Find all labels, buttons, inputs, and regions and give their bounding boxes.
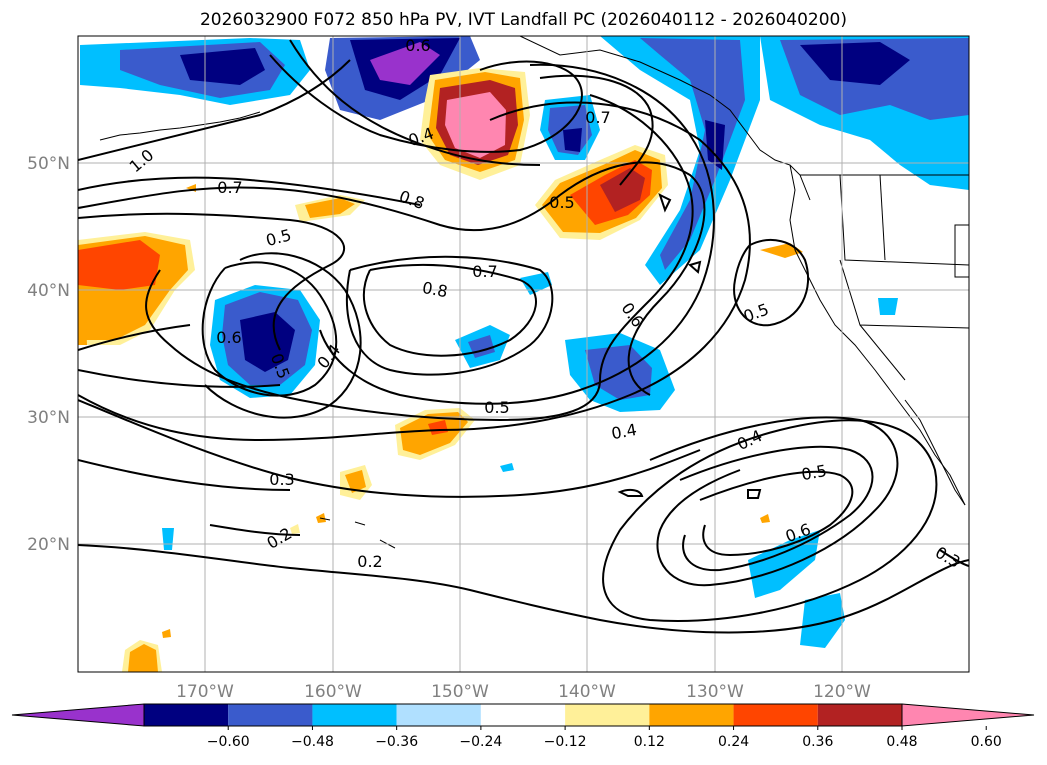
pos-anomaly-small-d-2 <box>128 644 158 672</box>
neg-anomaly-small-8 <box>500 463 514 472</box>
contour-label: 0.6 <box>216 328 241 347</box>
colorbar-segment <box>312 704 397 726</box>
lon-label: 140°W <box>558 682 616 702</box>
lon-label: 130°W <box>686 682 744 702</box>
colorbar-tick-label: 0.36 <box>802 734 833 750</box>
contour-label: 0.7 <box>472 262 497 281</box>
colorbar-tick-label: −0.36 <box>375 734 418 750</box>
aleutian-islands <box>99 111 261 141</box>
neg-anomaly-ne-deep <box>800 42 910 85</box>
contour-label: 0.8 <box>421 278 449 301</box>
neg-anomaly-small-6 <box>748 530 820 598</box>
neg-anomaly-small-2 <box>520 272 552 295</box>
colorbar-tick-label: 0.48 <box>886 734 917 750</box>
colorbar-segment <box>480 704 566 726</box>
neg-anomaly-gulf-purple <box>370 42 440 85</box>
map-area: 0.6 0.4 0.7 0.5 0.7 0.8 1.0 0.5 0.7 0.8 … <box>78 36 969 672</box>
colorbar-tick-label: −0.24 <box>459 734 502 750</box>
lon-label: 170°W <box>176 682 234 702</box>
colorbar-tick-label: −0.48 <box>291 734 334 750</box>
neg-anomaly-small-7 <box>800 593 845 648</box>
colorbar-segment <box>228 704 313 726</box>
contour-label: 0.3 <box>269 470 294 489</box>
neg-anomaly-small-4 <box>162 528 174 550</box>
contour-label: 0.6 <box>405 36 430 55</box>
lat-label: 40°N <box>27 281 70 301</box>
contour-label: 0.2 <box>357 552 382 571</box>
lon-label: 150°W <box>431 682 489 702</box>
contour-label: 0.7 <box>585 108 610 127</box>
contour-label: 0.5 <box>484 398 509 417</box>
pos-anomaly-small-c-2 <box>345 470 366 493</box>
lon-label: 160°W <box>304 682 362 702</box>
neg-anomaly-cutoff-deep <box>240 312 295 372</box>
lat-label: 30°N <box>27 408 70 428</box>
longitude-labels: 170°W 160°W 150°W 140°W 130°W 120°W <box>176 682 871 702</box>
latitude-labels: 50°N 40°N 30°N 20°N <box>27 154 70 555</box>
colorbar-extend-low <box>11 703 145 727</box>
pos-anomaly-dot-5 <box>290 524 300 534</box>
colorbar-segment <box>144 704 229 726</box>
colorbar-segment <box>733 704 818 726</box>
ivt-contours <box>78 39 969 634</box>
neg-anomaly-nw-deep <box>180 48 265 85</box>
colorbar-tick-label: −0.12 <box>544 734 587 750</box>
pos-anomaly-dot-4 <box>162 629 171 638</box>
colorbar-segment <box>817 704 902 726</box>
colorbar-tick-label: 0.12 <box>634 734 665 750</box>
pos-anomaly-dot-3 <box>760 514 770 523</box>
neg-anomaly-small-3-core <box>585 345 652 400</box>
colorbar-outline <box>143 703 903 727</box>
contour-label: 0.5 <box>800 461 828 484</box>
pos-anomaly-east-4 <box>600 168 645 212</box>
map-title: 2026032900 F072 850 hPa PV, IVT Landfall… <box>199 10 847 30</box>
contour-label: 0.5 <box>549 193 574 212</box>
pos-anomaly-west-3 <box>78 240 160 290</box>
lat-label: 20°N <box>27 535 70 555</box>
neg-anomaly-small-5 <box>878 298 898 315</box>
colorbar-segment <box>396 704 481 726</box>
colorbar-tick-label: −0.60 <box>207 734 250 750</box>
colorbar-tick-label: 0.24 <box>718 734 749 750</box>
map-frame <box>77 35 970 673</box>
pv-shading <box>78 36 969 672</box>
coastlines <box>99 36 969 549</box>
colorbar-tick-label: 0.60 <box>971 734 1002 750</box>
pos-anomaly-small-f <box>78 322 87 345</box>
state-border-4 <box>859 324 906 381</box>
great-lakes-box <box>954 224 969 278</box>
state-border-3 <box>879 174 886 261</box>
colorbar-extend-high <box>901 703 1035 727</box>
neg-anomaly-mid-deep <box>563 128 582 152</box>
pos-anomaly-small-a-2 <box>305 198 355 218</box>
lon-label: 120°W <box>813 682 871 702</box>
lat-label: 50°N <box>27 154 70 174</box>
baja-coast <box>904 399 966 506</box>
colorbar: −0.60 −0.48 −0.36 −0.24 −0.12 0.12 0.24 0.36 0.4… <box>11 703 1035 750</box>
colorbar-segment <box>649 704 734 726</box>
colorbar-segment <box>565 704 650 726</box>
contour-label: 0.4 <box>610 420 638 443</box>
neg-anomaly-coast-core <box>640 38 745 270</box>
contour-label: 0.7 <box>217 178 242 197</box>
north-america-coastline <box>789 164 966 506</box>
